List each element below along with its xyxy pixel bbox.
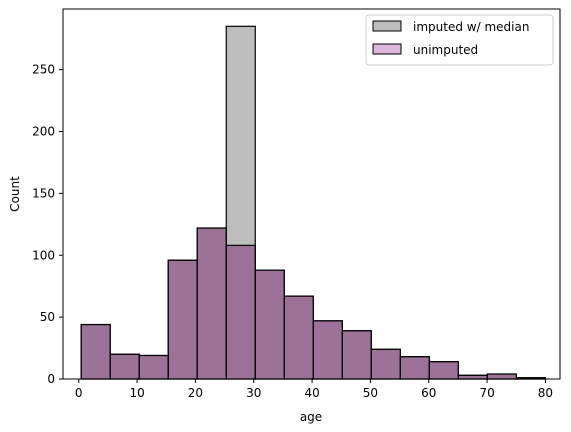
y-tick-label: 100: [32, 248, 55, 262]
y-tick-label: 50: [40, 310, 55, 324]
unimputed-bars: [80, 227, 547, 380]
unimputed-bar: [225, 244, 256, 380]
unimputed-bar: [399, 356, 430, 380]
x-axis-ticks: 0 10 20 30 40 50 60 70 80: [75, 379, 553, 400]
x-tick-label: 10: [129, 386, 144, 400]
unimputed-bar: [109, 353, 140, 380]
unimputed-bar: [486, 373, 517, 380]
x-tick-label: 70: [479, 386, 494, 400]
x-tick-label: 80: [538, 386, 553, 400]
unimputed-bar: [312, 320, 343, 380]
y-tick-label: 150: [32, 186, 55, 200]
y-axis-label: Count: [8, 176, 22, 212]
x-tick-label: 30: [246, 386, 261, 400]
unimputed-bar: [283, 295, 314, 380]
x-tick-label: 40: [304, 386, 319, 400]
legend-label-unimputed: unimputed: [413, 43, 478, 57]
legend: imputed w/ median unimputed: [365, 14, 554, 66]
y-axis-ticks: 0 50 100 150 200 250: [32, 63, 63, 386]
legend-box: [365, 14, 554, 66]
unimputed-bar: [80, 323, 111, 380]
unimputed-bar: [167, 259, 198, 380]
unimputed-bar: [341, 330, 372, 380]
x-tick-label: 20: [188, 386, 203, 400]
unimputed-bar: [138, 354, 169, 380]
unimputed-bar: [196, 227, 227, 380]
x-tick-label: 60: [421, 386, 436, 400]
plot-frame: [62, 8, 561, 380]
unimputed-bar: [428, 361, 459, 380]
x-tick-label: 50: [363, 386, 378, 400]
y-tick-label: 250: [32, 63, 55, 77]
y-tick-label: 0: [47, 372, 55, 386]
legend-label-imputed: imputed w/ median: [413, 20, 529, 34]
legend-swatch-unimputed: [372, 43, 402, 55]
unimputed-bar: [254, 269, 285, 380]
unimputed-bar: [370, 348, 401, 380]
unimputed-bar: [457, 374, 488, 380]
y-tick-label: 200: [32, 125, 55, 139]
x-tick-label: 0: [75, 386, 83, 400]
x-axis-label: age: [300, 410, 322, 424]
legend-swatch-imputed: [372, 20, 402, 32]
